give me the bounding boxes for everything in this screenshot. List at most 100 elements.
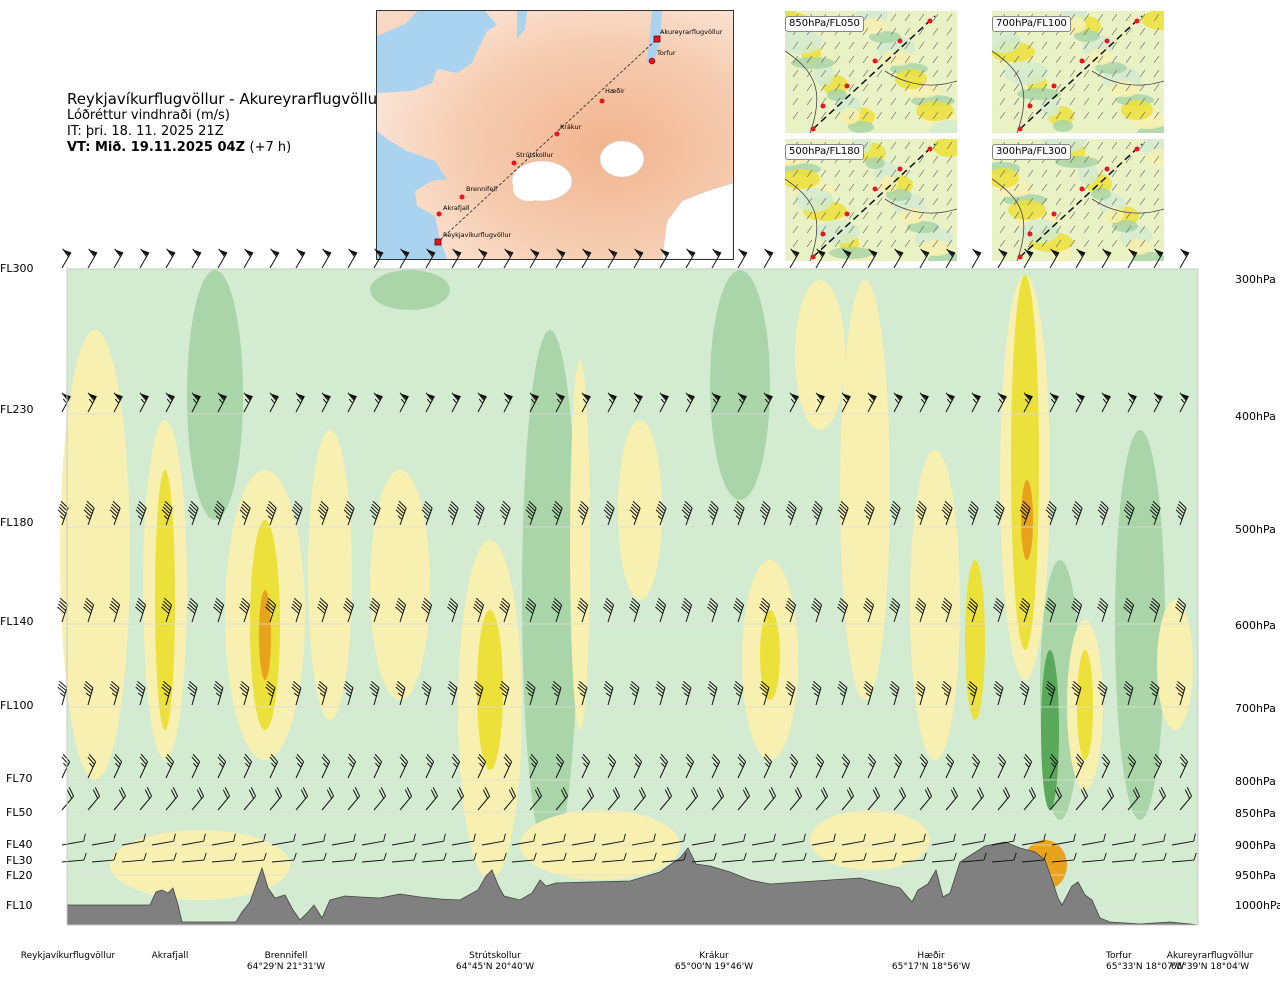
mini-route-line xyxy=(1019,143,1143,258)
pressure-label: 950hPa xyxy=(1235,869,1276,882)
mini-coastline xyxy=(884,70,957,86)
wind-barb xyxy=(815,753,825,779)
mini-barb xyxy=(1139,225,1146,234)
wind-barb xyxy=(541,833,566,846)
wind-barb xyxy=(967,680,978,706)
mini-barb xyxy=(932,141,939,150)
mini-barb xyxy=(876,97,883,106)
wind-barb xyxy=(541,852,567,863)
fl-label: FL20 xyxy=(6,869,33,882)
mini-barb xyxy=(1111,83,1118,92)
mini-barb xyxy=(1069,155,1076,164)
mini-barb xyxy=(890,13,897,22)
wind-barb xyxy=(889,500,901,526)
field-cell xyxy=(810,810,930,870)
wind-barb xyxy=(187,597,199,623)
wind-barb xyxy=(603,500,615,526)
plot-frame xyxy=(66,268,1199,926)
mini-barb xyxy=(834,183,841,192)
wind-barb xyxy=(529,392,539,413)
location-label: Krákur 65°00'N 19°46'W xyxy=(663,951,765,973)
wind-barb xyxy=(301,852,327,863)
mini-barb xyxy=(1083,97,1090,106)
mini-route-line xyxy=(812,143,936,258)
mini-barb xyxy=(904,169,911,178)
wind-barb xyxy=(571,852,597,863)
waypoint-marker-reykjavikurflugvollur xyxy=(434,238,442,246)
wind-barb xyxy=(577,500,589,526)
wind-barb xyxy=(993,597,1005,623)
wind-barb xyxy=(1179,753,1189,779)
wind-barb xyxy=(191,392,201,413)
mini-barb xyxy=(918,239,925,248)
mini-barb xyxy=(1083,183,1090,192)
mini-barb xyxy=(1055,183,1062,192)
wind-barb xyxy=(109,597,121,623)
mini-route-point xyxy=(810,254,816,260)
mini-barb xyxy=(932,69,939,78)
wind-barb xyxy=(1045,500,1057,526)
mini-barb xyxy=(904,55,911,64)
wind-barb xyxy=(931,852,957,863)
fl-label: FL40 xyxy=(6,838,33,851)
wind-barb xyxy=(499,597,511,623)
wind-barb xyxy=(451,753,461,779)
wind-barb xyxy=(83,597,95,623)
mini-route-point xyxy=(1134,18,1140,24)
wind-barb xyxy=(295,392,305,413)
mini-barb xyxy=(890,239,897,248)
mini-route-point xyxy=(1134,146,1140,152)
wind-barb xyxy=(271,852,297,863)
wind-barb xyxy=(581,392,591,413)
waypoint-marker-akureyrarflugvollur xyxy=(653,35,661,43)
mini-field-cell xyxy=(869,31,901,43)
mini-barb xyxy=(862,55,869,64)
wind-barb xyxy=(893,392,903,413)
mini-barb xyxy=(999,183,1006,192)
waypoint-label-torfur: Torfur xyxy=(656,49,676,57)
mini-barb xyxy=(1153,211,1160,220)
location-coord: 64°29'N 21°31'W xyxy=(246,962,326,972)
wind-barb xyxy=(789,392,799,413)
wind-barb xyxy=(113,248,124,269)
wind-barb xyxy=(291,680,302,706)
mini-coastline xyxy=(785,178,818,261)
mini-barb xyxy=(904,27,911,36)
mini-barb xyxy=(1125,55,1132,64)
mini-barb xyxy=(932,197,939,206)
mini-route-point xyxy=(897,38,903,44)
mini-barb xyxy=(1111,111,1118,120)
mini-barb xyxy=(999,97,1006,106)
mini-barb xyxy=(946,239,953,248)
wind-barb xyxy=(1153,787,1167,811)
mini-coastline xyxy=(884,198,957,214)
wind-barb xyxy=(721,833,746,846)
wind-barb xyxy=(525,680,536,706)
wind-barb xyxy=(629,597,641,623)
wind-barb xyxy=(733,500,745,526)
wind-barb xyxy=(1045,680,1056,706)
wind-barb xyxy=(399,753,409,779)
waypoint-label-haedir: Hæðir xyxy=(605,87,625,95)
mini-barb xyxy=(999,55,1006,64)
wind-barb xyxy=(61,392,71,413)
wind-barb xyxy=(477,392,487,413)
wind-barb xyxy=(87,392,97,413)
wind-barb xyxy=(555,787,569,811)
wind-barb xyxy=(711,392,721,413)
wind-barb xyxy=(581,248,592,269)
mini-barb xyxy=(1125,27,1132,36)
wind-barb xyxy=(391,833,416,846)
wind-barb xyxy=(901,852,927,863)
mini-barb xyxy=(932,111,939,120)
wind-barb xyxy=(191,787,205,811)
mini-barb xyxy=(806,225,813,234)
mini-barb xyxy=(820,239,827,248)
mini-barb xyxy=(1153,55,1160,64)
mini-field-cell xyxy=(1142,11,1164,30)
wind-barb xyxy=(1019,597,1031,623)
wind-barb xyxy=(473,500,485,526)
wind-barb xyxy=(317,500,329,526)
wind-barb xyxy=(945,248,956,269)
vertical-velocity-field xyxy=(60,269,1198,925)
